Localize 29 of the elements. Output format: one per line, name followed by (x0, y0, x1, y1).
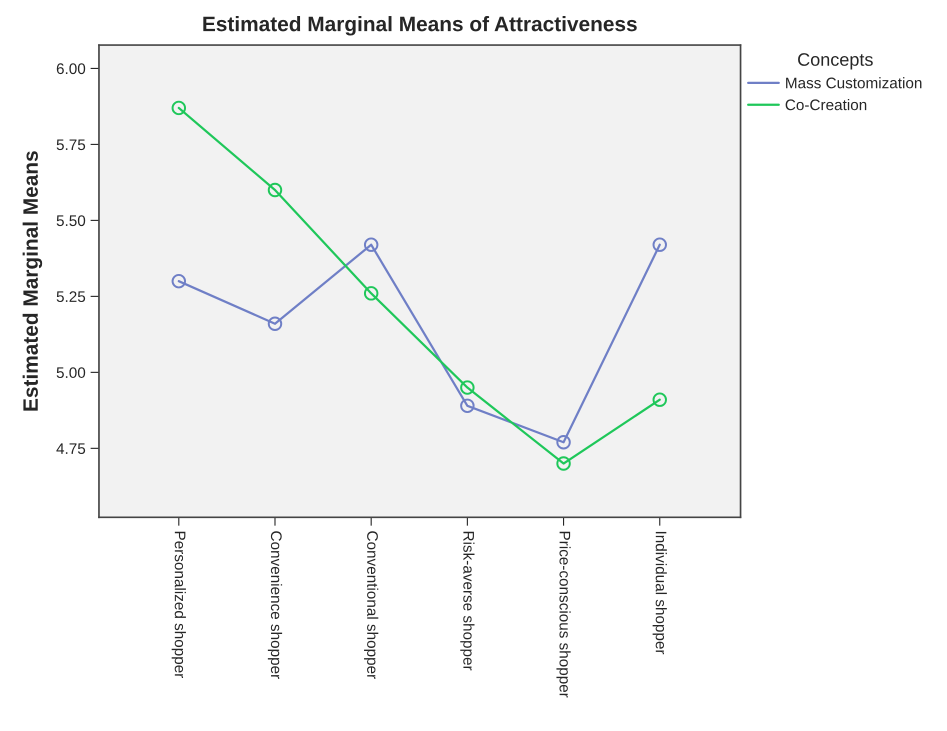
x-tick-label: Convenience shopper (268, 531, 282, 679)
point (652, 237, 667, 252)
point (268, 182, 282, 198)
y-tick-label: 5.75 (56, 139, 86, 150)
point (556, 435, 571, 450)
y-tick-label: 4.75 (56, 443, 86, 454)
legend-label: Co-Creation (786, 99, 866, 110)
chart-title: Estimated Marginal Means of Attractiveness (203, 16, 637, 36)
point (460, 380, 475, 395)
point (364, 237, 378, 252)
point (172, 100, 186, 116)
point (556, 456, 571, 471)
point (460, 398, 475, 414)
y-tick-label: 5.25 (56, 291, 86, 302)
point (268, 316, 282, 331)
point (652, 392, 667, 407)
x-tick-label: Conventional shopper (364, 531, 378, 679)
y-tick-label: 6.00 (56, 63, 86, 74)
point (364, 286, 378, 301)
x-tick-label: Risk-averse shopper (460, 532, 474, 670)
x-tick-label: Personalized shopper (172, 532, 186, 678)
x-tick-label: Price-conscious shopper (556, 532, 571, 698)
point (172, 274, 186, 288)
y-axis-title: Estimated Marginal Means (22, 151, 42, 411)
x-tick-label: Individual shopper (652, 532, 667, 654)
y-tick-label: 5.50 (56, 215, 86, 226)
y-tick-label: 5.00 (56, 367, 86, 378)
legend-label: Mass Customization (786, 77, 922, 88)
legend-title: Concepts (798, 53, 873, 70)
